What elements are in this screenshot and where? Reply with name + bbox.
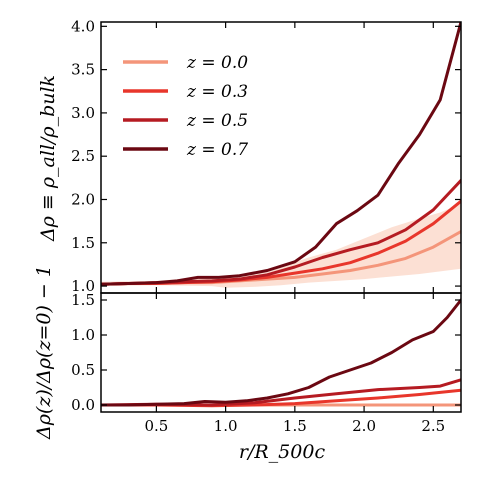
bottom-plot-area (101, 298, 461, 408)
top-ytick-label: 3.5 (71, 61, 95, 79)
bottom-xtick-label: 1.5 (283, 417, 307, 435)
legend: z = 0.0 z = 0.3 z = 0.5 z = 0.7 (123, 53, 248, 160)
bottom-xtick-label: 1.0 (214, 417, 238, 435)
bottom-xtick-label: 0.5 (144, 417, 168, 435)
top-density-panel: 1.01.52.02.53.03.54.0z = 0.0z = 0.3z = 0… (71, 17, 462, 295)
legend-label-z-0-3: z = 0.3 (186, 82, 248, 102)
top-ytick-label: 4.0 (71, 17, 95, 35)
bottom-xtick-label: 2.0 (352, 417, 376, 435)
top-ytick-label: 2.5 (71, 147, 95, 165)
bottom-ylabel: Δρ(z)/Δρ(z=0) − 1 (33, 265, 55, 440)
legend-label-z-0-0: z = 0.0 (186, 53, 248, 73)
top-ytick-label: 3.0 (71, 104, 95, 122)
bottom-xtick-label: 2.5 (421, 417, 445, 435)
top-ytick-label: 2.0 (71, 190, 95, 208)
bottom-ratio-panel: 0.0 0.5 1.0 1.5 0.5 1.0 1.5 2.0 2.5 (71, 291, 462, 435)
bottom-ytick-label: 1.5 (71, 291, 95, 309)
xlabel: r/R_500c (239, 441, 326, 463)
bottom-series-line-z-0-7 (101, 298, 461, 407)
axis-labels: Δρ ≡ ρ_all/ρ_bulk Δρ(z)/Δρ(z=0) − 1 r/R_50… (33, 75, 325, 463)
bottom-frame (100, 292, 462, 413)
top-ytick-label: 1.5 (71, 234, 95, 252)
bottom-ytick-label: 0.0 (71, 396, 95, 414)
bottom-ytick-label: 1.0 (71, 326, 95, 344)
bottom-ytick-label: 0.5 (71, 361, 95, 379)
top-ylabel: Δρ ≡ ρ_all/ρ_bulk (37, 75, 59, 242)
top-series-line-z-0-7 (101, 22, 461, 286)
top-ytick-label: 1.0 (71, 277, 95, 295)
legend-label-z-0-5: z = 0.5 (186, 111, 248, 131)
bottom-series-line-z-0-5 (101, 378, 461, 407)
legend-label-z-0-7: z = 0.7 (186, 140, 248, 160)
top-plot-area (101, 22, 461, 288)
